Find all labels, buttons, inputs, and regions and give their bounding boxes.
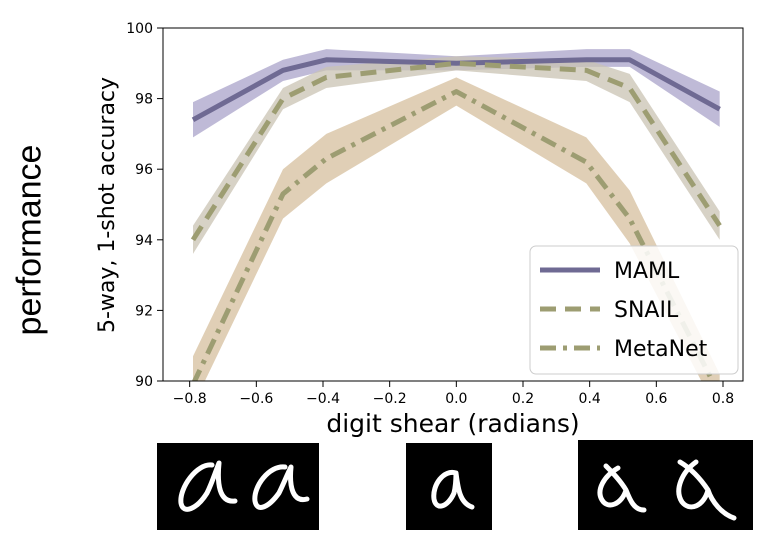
y-tick-label: 98 (135, 92, 153, 108)
alpha-glyph-icon (178, 460, 310, 512)
y-tick-label: 90 (135, 374, 153, 390)
legend-label-snail: SNAIL (614, 298, 679, 323)
x-tick-label: 0.6 (645, 391, 667, 407)
y-axis-ticks: 90 92 94 96 98 100 (126, 21, 163, 390)
series-line-maml (191, 57, 721, 122)
legend-box (529, 245, 739, 375)
x-tick-label: 0.2 (512, 391, 534, 407)
band-metanet (193, 77, 720, 381)
legend-label-metanet: MetaNet (614, 337, 708, 362)
series-line-metanet (191, 89, 716, 381)
x-tick-label: −0.6 (239, 391, 273, 407)
x-tick-label: −0.8 (173, 391, 207, 407)
alpha-glyph-icon (597, 459, 737, 521)
x-tick-label: 0.0 (445, 391, 467, 407)
legend-label-maml: MAML (614, 259, 680, 284)
y-tick-label: 92 (135, 303, 153, 319)
digit-panel-right (578, 440, 753, 530)
y-tick-label: 94 (135, 233, 153, 249)
y-tick-label: 100 (126, 21, 153, 37)
digit-panel-center (406, 443, 492, 530)
alpha-glyph-icon (431, 469, 475, 510)
y-axis-label: 5-way, 1-shot accuracy (95, 77, 120, 333)
x-axis-label: digit shear (radians) (326, 409, 579, 438)
x-tick-label: 0.4 (579, 391, 601, 407)
digit-panel-left (157, 443, 319, 530)
x-tick-label: 0.8 (712, 391, 734, 407)
confidence-bands (193, 49, 720, 381)
x-axis-ticks: −0.8 −0.6 −0.4 −0.2 0.0 0.2 0.4 0.6 0.8 (173, 381, 734, 407)
plot-frame (162, 27, 744, 382)
y-tick-label: 96 (135, 162, 153, 178)
legend: MAML SNAIL MetaNet (529, 245, 739, 375)
x-tick-label: −0.2 (373, 391, 407, 407)
x-tick-label: −0.4 (306, 391, 340, 407)
series-lines (190, 57, 722, 381)
